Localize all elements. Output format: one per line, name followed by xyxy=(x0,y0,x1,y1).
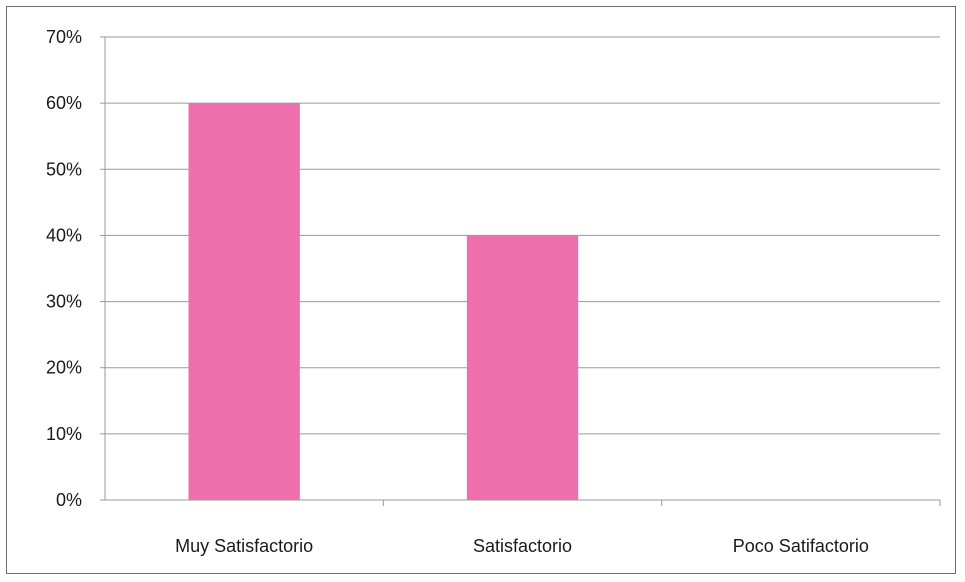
x-tick-labels: Muy Satisfactorio Satisfactorio Poco Satif… xyxy=(175,536,869,556)
y-tick-label: 60% xyxy=(46,93,82,113)
y-tick-label: 20% xyxy=(46,358,82,378)
axes xyxy=(104,37,940,501)
x-tick-label: Muy Satisfactorio xyxy=(175,536,313,556)
y-tick-labels: 0% 10% 20% 30% 40% 50% 60% 70% xyxy=(46,27,82,510)
y-tick-label: 50% xyxy=(46,159,82,179)
y-tick-label: 0% xyxy=(56,490,82,510)
bar xyxy=(188,103,300,501)
y-tick-label: 30% xyxy=(46,292,82,312)
y-tick-label: 70% xyxy=(46,27,82,47)
x-tick-label: Satisfactorio xyxy=(473,536,572,556)
bar xyxy=(466,235,579,500)
y-tick-label: 40% xyxy=(46,225,82,245)
x-tick-label: Poco Satifactorio xyxy=(733,536,869,556)
y-tick-label: 10% xyxy=(46,424,82,444)
bars xyxy=(188,103,579,501)
